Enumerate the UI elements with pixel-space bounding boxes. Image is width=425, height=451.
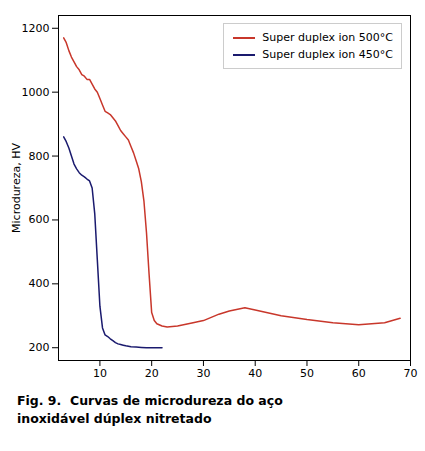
svg-text:70: 70 <box>404 367 418 380</box>
svg-text:10: 10 <box>93 367 107 380</box>
svg-text:40: 40 <box>248 367 262 380</box>
html-text:Super duplex ion 450°C: Super duplex ion 450°C <box>262 48 393 61</box>
html-text:Super duplex ion 500°C: Super duplex ion 500°C <box>262 31 393 44</box>
svg-text:800: 800 <box>29 150 50 163</box>
html-text:inoxidável dúplex nitretado: inoxidável dúplex nitretado <box>17 411 212 426</box>
svg-text:60: 60 <box>352 367 366 380</box>
svg-text:200: 200 <box>29 341 50 354</box>
html-text:Fig. 9. Curvas de microdureza: Fig. 9. Curvas de microdureza do aço <box>17 393 283 408</box>
svg-text:30: 30 <box>196 367 210 380</box>
svg-text:400: 400 <box>29 277 50 290</box>
svg-text:1000: 1000 <box>22 86 50 99</box>
svg-text:600: 600 <box>29 213 50 226</box>
svg-text:1200: 1200 <box>22 22 50 35</box>
svg-text:50: 50 <box>300 367 314 380</box>
svg-text:20: 20 <box>145 367 159 380</box>
svg-text:Microdureza, HV: Microdureza, HV <box>10 143 23 233</box>
